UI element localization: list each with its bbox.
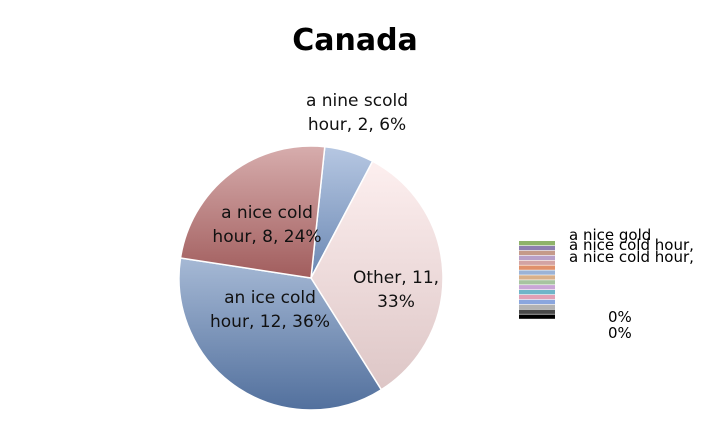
legend-swatch [519, 255, 555, 260]
legend-swatch [519, 285, 555, 290]
legend-swatch [519, 275, 555, 280]
slice-label: Other, 11, 33% [353, 268, 439, 312]
legend-swatch [519, 241, 555, 246]
legend-swatch [519, 245, 555, 251]
legend-swatch [519, 250, 555, 256]
legend-swatch [519, 299, 555, 305]
legend-swatch [519, 309, 555, 314]
legend-swatch [519, 260, 555, 265]
legend-entry: 0% [608, 324, 632, 342]
chart-title: Canada [292, 23, 418, 58]
legend-entry: a nice gold [569, 226, 651, 244]
legend-swatch [519, 304, 555, 309]
legend-swatch [519, 290, 555, 295]
legend-entry: 0% [608, 308, 632, 326]
slice-label: a nice cold hour, 8, 24% [212, 203, 321, 247]
pie-slice [179, 145, 326, 279]
pie-labels: a nine scold hour, 2, 6% Other, 11, 33% an i… [210, 91, 439, 332]
pie-slice [310, 160, 444, 391]
slice-label: an ice cold hour, 12, 36% [210, 288, 330, 332]
legend-swatch [519, 294, 555, 300]
legend-entry: a nice cold hour, [569, 248, 694, 266]
legend-swatch [519, 265, 555, 270]
legend-entry: a nice cold hour, [569, 236, 694, 254]
pie-slice [178, 257, 383, 411]
legend-swatch [519, 270, 555, 275]
legend-swatch [519, 314, 555, 319]
slice-label: a nine scold hour, 2, 6% [306, 91, 408, 135]
legend-swatch [519, 280, 555, 285]
pie-slices [178, 145, 444, 411]
